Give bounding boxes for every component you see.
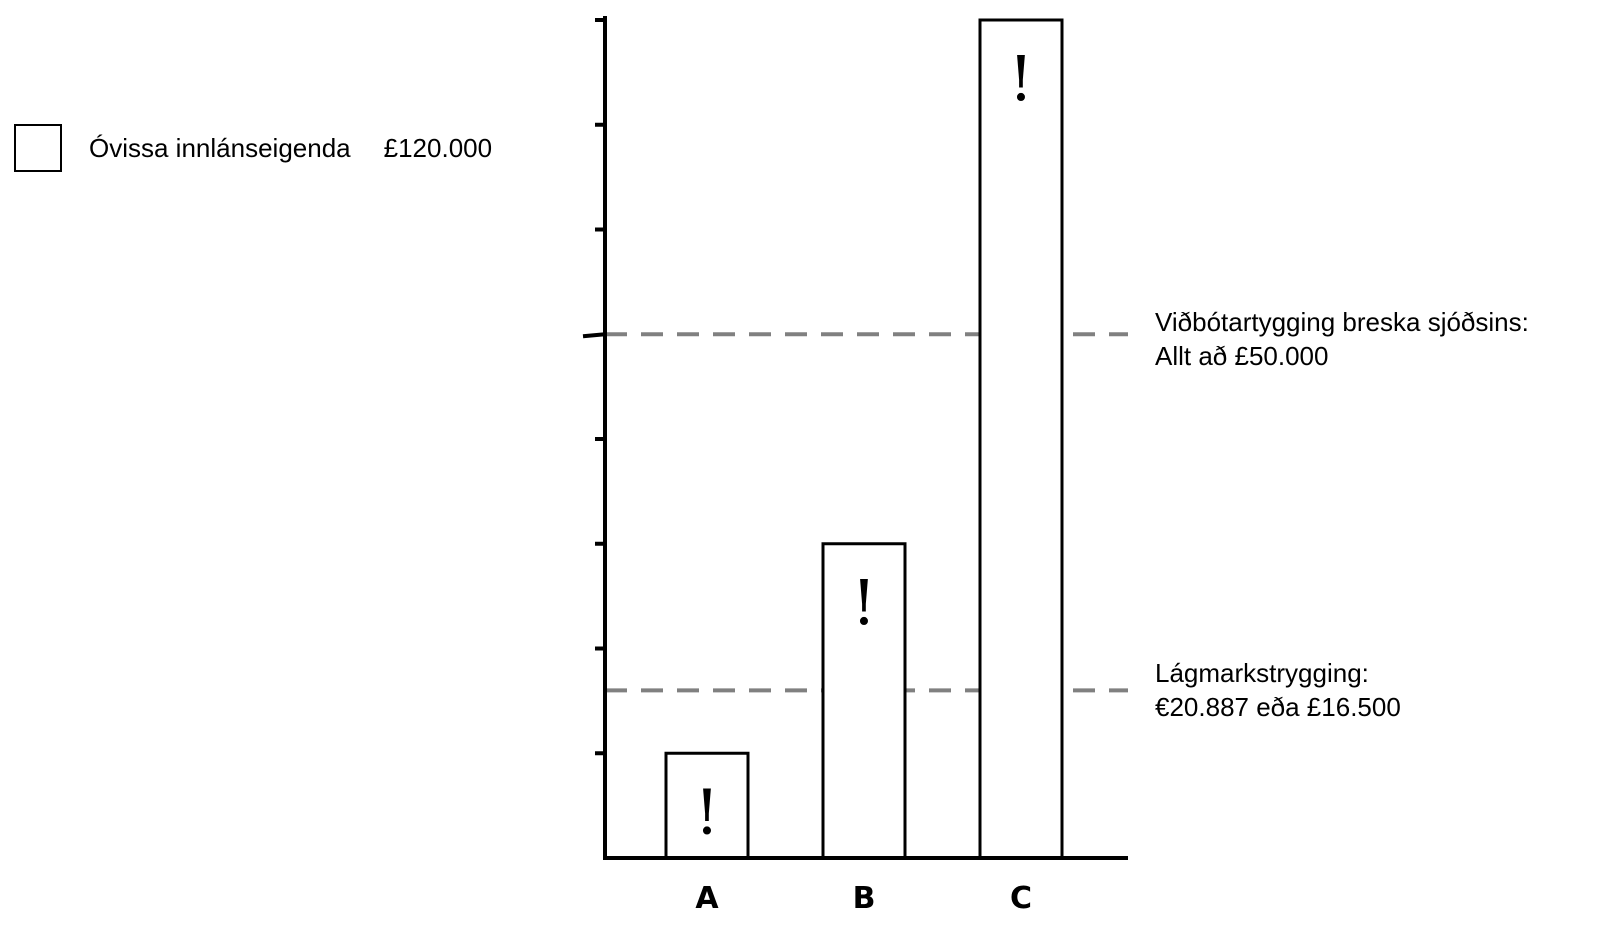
reference-label-upper: Viðbótartygging breska sjóðsins: Allt að… bbox=[1155, 305, 1529, 373]
x-tick-label-A: A bbox=[695, 881, 719, 916]
bar-mark-C: ! bbox=[1009, 42, 1034, 115]
legend-label: Óvissa innlánseigenda bbox=[89, 132, 351, 163]
reference-label-lower: Lágmarkstrygging: €20.887 eða £16.500 bbox=[1155, 656, 1401, 724]
legend: Óvissa innlánseigenda £120.000 bbox=[14, 122, 492, 174]
legend-value: £120.000 bbox=[383, 132, 493, 163]
reference-label-lower-line1: Lágmarkstrygging: bbox=[1155, 658, 1369, 688]
x-tick-label-C: C bbox=[1010, 881, 1032, 916]
x-tick-label-B: B bbox=[853, 881, 876, 916]
bar-mark-B: ! bbox=[852, 566, 877, 639]
legend-swatch bbox=[14, 124, 62, 172]
reference-label-upper-line2: Allt að £50.000 bbox=[1155, 341, 1329, 371]
reference-label-upper-line1: Viðbótartygging breska sjóðsins: bbox=[1155, 307, 1529, 337]
bar-mark-A: ! bbox=[695, 775, 720, 848]
bar-C bbox=[978, 18, 1064, 860]
reference-label-lower-line2: €20.887 eða £16.500 bbox=[1155, 692, 1401, 722]
y-tick-5 bbox=[582, 332, 606, 339]
bar-A bbox=[664, 751, 750, 860]
